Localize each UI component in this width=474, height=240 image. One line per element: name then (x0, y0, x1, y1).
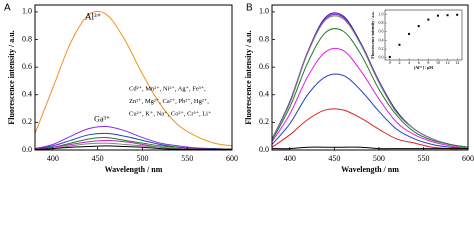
x-axis-title: Wavelength / nm (341, 165, 399, 174)
y-tick-label: 1.0 (379, 11, 384, 16)
plot-frame (271, 4, 469, 151)
x-tick-label: 400 (284, 154, 296, 163)
y-tick-label: 0.2 (259, 117, 269, 126)
y-tick-label: 0.8 (259, 34, 269, 43)
y-tick-label: 0.2 (22, 117, 32, 126)
plot-frame (384, 9, 463, 61)
y-axis-title: Fluorescence intensity / a.u. (244, 30, 253, 124)
x-tick-label: 8 (427, 60, 429, 65)
y-tick-label: 0.2 (379, 46, 384, 51)
y-tick-label: 0.4 (379, 37, 384, 42)
spectrum-line (34, 125, 233, 150)
figure: A 400 450 500 550 600 0.0 0.2 0.4 0.6 0.8 1.0 Wavele… (4, 3, 474, 174)
x-tick-label: 550 (417, 154, 429, 163)
annotation: Ga³⁺ (94, 114, 110, 123)
spectrum-line (271, 146, 468, 150)
x-tick-label: 12 (446, 60, 450, 65)
data-point (456, 13, 459, 16)
annotation: Cu²⁺, K⁺, Na⁺, Co²⁺, Cr³⁺, Li⁺ (129, 111, 212, 118)
x-tick-label: 600 (462, 154, 474, 163)
y-tick-label: 1.0 (259, 7, 269, 16)
spectrum-line (271, 28, 469, 148)
inset-background (385, 10, 462, 60)
panel-label: B (246, 3, 253, 14)
y-axis-title: Fluorescence intensity / a.u. (7, 30, 16, 124)
y-tick-label: 0.8 (379, 20, 384, 25)
y-tick-label: 0.8 (22, 34, 32, 43)
x-tick-label: 4 (408, 60, 410, 65)
plot-frame (34, 4, 233, 151)
data-point (436, 14, 439, 17)
x-tick-label: 14 (455, 60, 459, 65)
spectrum-line (271, 108, 469, 150)
spectrum-line (271, 15, 469, 148)
y-tick-label: 0.6 (379, 29, 384, 34)
spectrum-line (34, 145, 232, 150)
x-tick-label: 2 (398, 60, 400, 65)
y-tick-label: 0.0 (22, 145, 32, 154)
x-tick-label: 6 (418, 60, 420, 65)
data-point (398, 43, 401, 46)
x-tick-label: 10 (436, 60, 440, 65)
y-axis-title: Fluorescence intensity / a.u. (370, 11, 375, 58)
annotation: Al³⁺ (85, 11, 102, 21)
x-tick-label: 400 (47, 154, 59, 163)
x-tick-label: 450 (328, 154, 340, 163)
spectrum-line (271, 47, 469, 150)
annotation: Cd²⁺, Mn²⁺, Ni²⁺, Ag⁺, Fe³⁺, (129, 86, 206, 93)
y-tick-label: 0.4 (22, 90, 32, 99)
x-axis-title: [Al³⁺] / μM (414, 65, 433, 70)
data-point (446, 14, 449, 17)
x-tick-label: 500 (373, 154, 385, 163)
data-point (427, 18, 430, 21)
panel-label: A (4, 3, 11, 14)
y-tick-label: 0.6 (22, 62, 32, 71)
annotation: Zn²⁺, Mg²⁺, Ca²⁺, Pb²⁺, Hg²⁺, (129, 98, 209, 105)
x-tick-label: 600 (226, 154, 238, 163)
x-tick-label: 500 (136, 154, 148, 163)
data-point (388, 55, 391, 58)
y-tick-label: 0.4 (259, 90, 269, 99)
y-tick-label: 0.0 (379, 55, 384, 60)
data-point (408, 32, 411, 35)
x-tick-label: 450 (92, 154, 104, 163)
x-tick-label: 550 (181, 154, 193, 163)
data-point (417, 25, 420, 28)
y-tick-label: 1.0 (22, 7, 32, 16)
spectrum-line (34, 139, 233, 150)
y-tick-label: 0.6 (259, 62, 269, 71)
y-tick-label: 0.0 (259, 145, 269, 154)
spectrum-line (34, 10, 233, 147)
spectrum-line (271, 73, 469, 150)
x-axis-title: Wavelength / nm (105, 165, 163, 174)
x-tick-label: 0 (389, 60, 391, 65)
